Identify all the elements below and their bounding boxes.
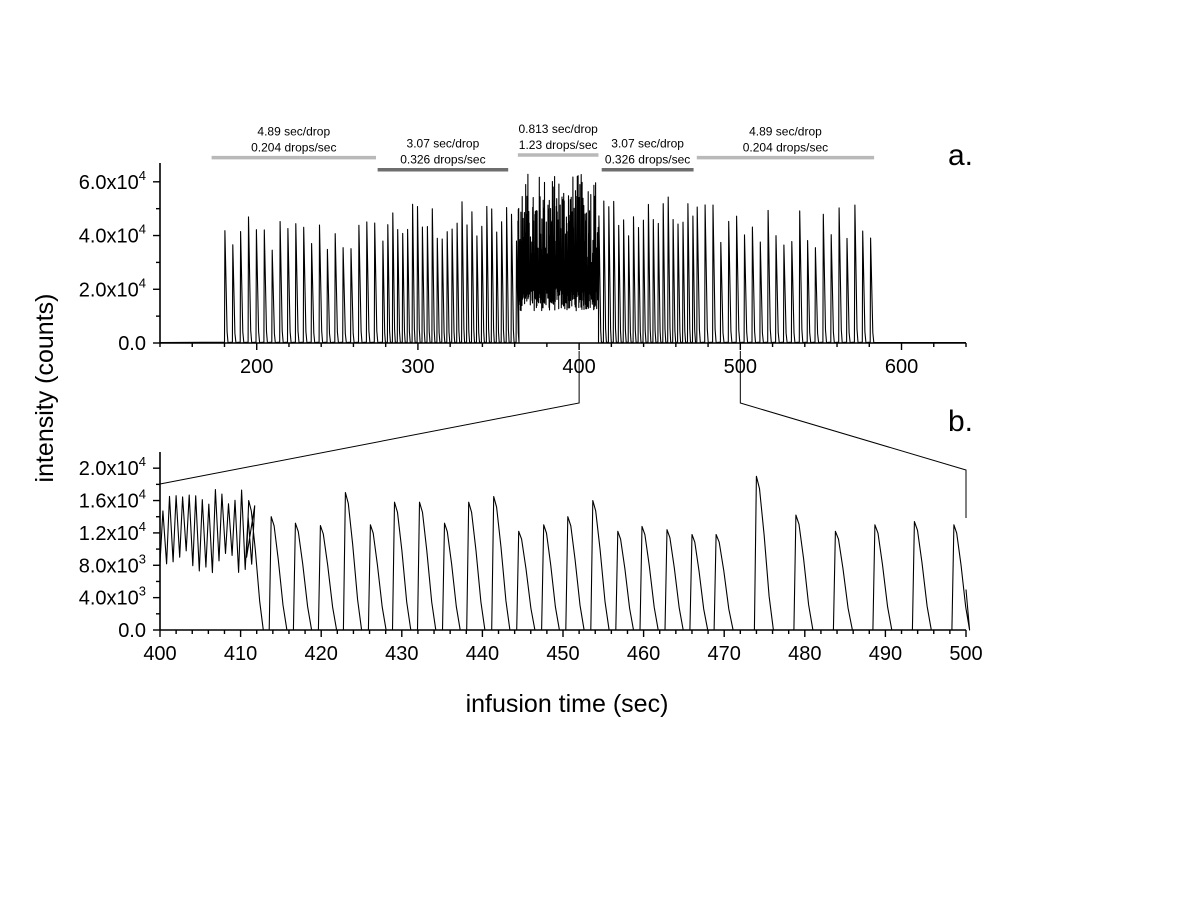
panel-b-x-tick-label: 430 (385, 643, 418, 665)
panel-b-x-tick-label: 450 (546, 643, 579, 665)
panel-b-y-tick-label: 0.0 (118, 620, 146, 642)
panel-b-x-tick-label: 440 (466, 643, 499, 665)
panel-a-y-tick-label: 0.0 (118, 333, 146, 355)
panel-b-y-tick-label: 1.2x104 (79, 519, 146, 545)
panel-b-x-tick-label: 460 (627, 643, 660, 665)
rate-segment-sec-per-drop: 0.813 sec/drop (518, 122, 598, 136)
x-axis-label: infusion time (sec) (466, 690, 669, 718)
rate-segment-sec-per-drop: 3.07 sec/drop (407, 137, 480, 151)
panel-a-intensity-trace (159, 173, 967, 344)
panel-b-x-tick-label: 400 (143, 643, 176, 665)
panel-a-y-tick-label: 4.0x104 (79, 222, 146, 248)
panel-b-label: b. (948, 405, 973, 438)
rate-segment-drops-per-sec: 0.204 drops/sec (251, 141, 336, 155)
rate-segment-drops-per-sec: 0.326 drops/sec (400, 153, 485, 167)
panel-a-y-tick-label: 6.0x104 (79, 168, 146, 194)
panel-a-label: a. (948, 139, 973, 172)
panel-b-y-tick-label: 2.0x104 (79, 454, 146, 480)
panel-a-x-tick-label: 300 (401, 356, 434, 378)
rate-segment-drops-per-sec: 0.326 drops/sec (605, 153, 690, 167)
rate-segment-sec-per-drop: 4.89 sec/drop (749, 125, 822, 139)
panel-b-x-tick-label: 500 (949, 643, 982, 665)
panel-b-x-tick-label: 480 (788, 643, 821, 665)
zoom-connector (159, 351, 967, 518)
panel-b-y-tick-label: 1.6x104 (79, 487, 146, 513)
panel-a-y-tick-label: 2.0x104 (79, 275, 146, 301)
panel-a-x-tick-label: 200 (240, 356, 273, 378)
panel-b-intensity-trace (159, 475, 971, 631)
panel-b-x-tick-label: 420 (305, 643, 338, 665)
panel-b-x-tick-label: 470 (708, 643, 741, 665)
panel-b-y-tick-label: 4.0x103 (79, 584, 146, 610)
rate-segment-sec-per-drop: 4.89 sec/drop (257, 125, 330, 139)
zoom-line-left (159, 351, 580, 485)
rate-segment-drops-per-sec: 1.23 drops/sec (519, 138, 598, 152)
panel-b-x-tick-label: 490 (869, 643, 902, 665)
panel-a-x-tick-label: 600 (885, 356, 918, 378)
rate-segment-drops-per-sec: 0.204 drops/sec (743, 141, 828, 155)
y-axis-label: intensity (counts) (31, 294, 59, 483)
panel-b-x-tick-label: 410 (224, 643, 257, 665)
panel-a: 200 300 400 500 6000.02.0x1044.0x1046.0x1044… (79, 122, 967, 378)
panel-b-y-tick-label: 8.0x103 (79, 551, 146, 577)
zoom-line-right (739, 351, 967, 518)
panel-b: 400 410 420 430 440 450 460 470 480 490 500 0.0 4.0x… (79, 452, 983, 665)
rate-segment-sec-per-drop: 3.07 sec/drop (611, 137, 684, 151)
